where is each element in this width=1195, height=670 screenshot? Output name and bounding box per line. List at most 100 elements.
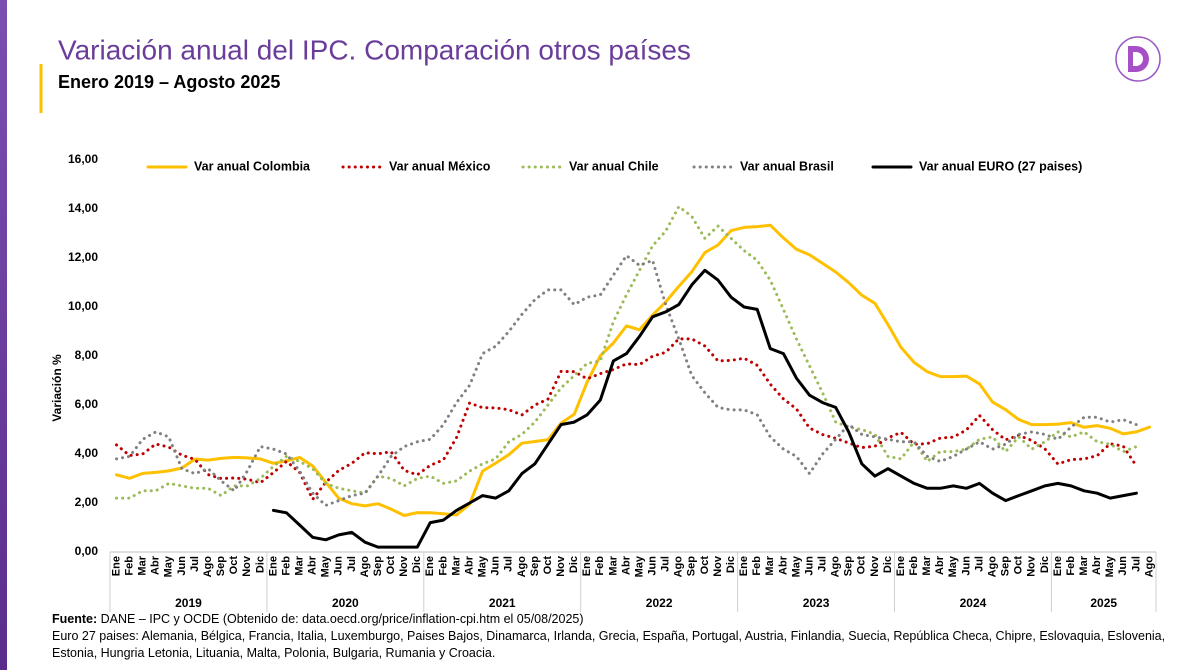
source: Fuente: DANE – IPC y OCDE (Obtenido de: … [52,611,1172,628]
x-tick-label: Jul [816,556,828,572]
x-tick-label: Feb [124,556,136,576]
x-tick-label: Jun [490,556,502,576]
x-tick-label: Feb [1065,556,1077,576]
x-tick-label: Jun [1117,556,1129,576]
year-label: 2024 [960,596,987,610]
chart-title: Variación anual del IPC. Comparación otr… [58,34,691,65]
x-tick-label: Mar [1078,555,1090,575]
x-tick-label: Ago [986,556,998,578]
x-tick-label: Mar [764,555,776,575]
x-tick-label: Oct [856,556,868,575]
y-tick-label: 14,00 [68,201,98,215]
x-tick-label: May [947,555,959,577]
x-tick-label: Feb [437,556,449,576]
y-tick-label: 4,00 [75,446,99,460]
legend-label: Var anual Chile [569,159,659,173]
x-tick-label: Ene [581,556,593,576]
x-tick-label: Ago [830,556,842,578]
x-tick-label: Sep [372,556,384,576]
x-tick-label: Sep [529,556,541,576]
x-tick-label: Nov [241,555,253,577]
x-tick-label: Sep [215,556,227,576]
y-tick-label: 6,00 [75,397,99,411]
x-tick-label: May [320,555,332,577]
year-label: 2020 [332,596,359,610]
x-tick-label: Jul [973,556,985,572]
x-tick-label: Abr [620,555,632,575]
source-text: DANE – IPC y OCDE (Obtenido de: data.oec… [100,612,584,626]
x-tick-label: Dic [1039,556,1051,573]
x-tick-label: Nov [869,555,881,577]
note: Euro 27 paises: Alemania, Bélgica, Franc… [52,629,1166,660]
series-line [115,205,1138,500]
x-tick-label: Jul [660,556,672,572]
x-tick-label: Mar [921,555,933,575]
x-tick-label: Abr [307,555,319,575]
legend-label: Var anual Colombia [194,159,311,173]
x-tick-label: Feb [280,556,292,576]
y-tick-label: 2,00 [75,495,99,509]
x-tick-label: Feb [594,556,606,576]
x-tick-label: Ene [110,556,122,576]
series-line [115,337,1138,501]
y-tick-label: 12,00 [68,250,98,264]
x-tick-label: Mar [137,555,149,575]
x-tick-label: Mar [607,555,619,575]
x-tick-label: Jun [960,556,972,576]
x-tick-label: Ene [1052,556,1064,576]
x-tick-label: Ago [673,556,685,578]
x-tick-label: Abr [463,555,475,575]
year-label: 2022 [646,596,673,610]
x-tick-label: Abr [150,555,162,575]
x-tick-label: May [477,555,489,577]
x-tick-label: Jun [647,556,659,576]
x-tick-label: Oct [228,556,240,575]
x-tick-label: Ene [424,556,436,576]
notes: Fuente: DANE – IPC y OCDE (Obtenido de: … [52,611,1172,662]
x-tick-label: Ene [895,556,907,576]
year-label: 2025 [1090,596,1117,610]
y-tick-label: 16,00 [68,152,98,166]
series-line [115,254,1138,507]
x-tick-label: Jul [189,556,201,572]
year-label: 2023 [803,596,830,610]
x-tick-label: Abr [777,555,789,575]
x-tick-label: Dic [882,556,894,573]
chart-subtitle: Enero 2019 – Agosto 2025 [58,72,280,92]
x-tick-label: Jun [333,556,345,576]
year-label: 2019 [175,596,202,610]
x-tick-label: May [633,555,645,577]
x-tick-label: Jun [803,556,815,576]
x-tick-label: May [163,555,175,577]
x-tick-label: Jul [346,556,358,572]
y-axis-label: Variación % [50,354,64,422]
x-tick-label: Mar [450,555,462,575]
x-tick-label: Feb [908,556,920,576]
x-tick-label: Oct [385,556,397,575]
x-tick-label: Abr [1091,555,1103,575]
x-tick-label: Jun [176,556,188,576]
x-tick-label: Sep [1000,556,1012,576]
x-tick-label: Nov [712,555,724,577]
x-tick-label: Sep [686,556,698,576]
side-bar [0,0,7,670]
year-label: 2021 [489,596,516,610]
series-line [271,268,1138,549]
x-tick-label: May [1104,555,1116,577]
y-tick-label: 0,00 [75,544,99,558]
x-tick-label: Ago [516,556,528,578]
logo [1115,36,1161,82]
x-tick-label: Sep [843,556,855,576]
x-tick-label: Ago [202,556,214,578]
x-tick-label: Dic [254,556,266,573]
x-tick-label: Oct [699,556,711,575]
x-tick-label: Oct [542,556,554,575]
x-tick-label: Nov [555,555,567,577]
x-tick-label: Oct [1013,556,1025,575]
x-tick-label: May [790,555,802,577]
source-label: Fuente: [52,612,98,626]
series-line [115,223,1151,517]
x-tick-label: Jul [1130,556,1142,572]
legend-label: Var anual Brasil [740,159,834,173]
